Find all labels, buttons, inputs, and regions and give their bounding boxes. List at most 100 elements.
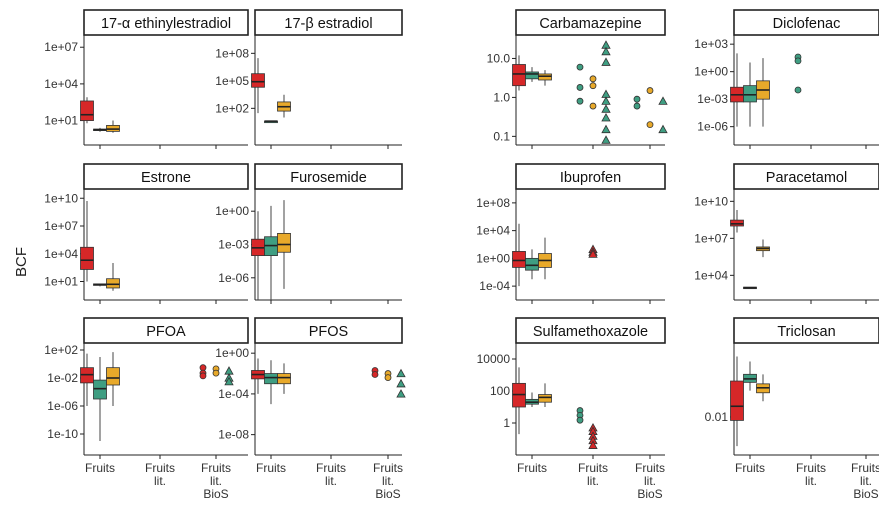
facet-strip xyxy=(83,9,249,36)
data-point-circle xyxy=(794,86,802,94)
data-point-triangle xyxy=(601,57,611,66)
data-point-circle xyxy=(589,102,597,110)
facet-title: Furosemide xyxy=(290,170,367,186)
box-body xyxy=(512,251,526,268)
data-point-triangle xyxy=(658,124,668,134)
data-point-circle xyxy=(576,84,584,91)
y-tick-label: 1e+00 xyxy=(215,346,249,360)
facet-title: Diclofenac xyxy=(773,16,841,32)
x-tick-label: Fruits xyxy=(145,461,175,475)
data-point-circle xyxy=(589,75,597,83)
facet-strip xyxy=(83,163,249,190)
x-tick-label: Fruits xyxy=(256,461,286,475)
box-body xyxy=(512,64,526,87)
data-point-triangle xyxy=(588,440,598,449)
x-tick-label: BioS xyxy=(853,487,878,501)
x-tick-label: BioS xyxy=(203,487,228,501)
y-tick-label: 1e+08 xyxy=(476,196,510,210)
data-point-circle xyxy=(646,87,654,94)
data-point-circle xyxy=(212,369,220,377)
data-point-triangle xyxy=(601,135,611,144)
y-tick-label: 1e-03 xyxy=(218,238,249,252)
y-tick-label: 1e+02 xyxy=(44,343,78,357)
y-tick-label: 1e+07 xyxy=(44,219,78,233)
x-tick-label: Fruits xyxy=(85,461,115,475)
y-tick-label: 1e+03 xyxy=(694,37,728,51)
y-tick-label: 1e+01 xyxy=(44,114,78,128)
y-tick-label: 10000 xyxy=(477,352,511,366)
y-tick-label: 1e-06 xyxy=(218,271,249,285)
y-tick-label: 1e+04 xyxy=(44,247,78,261)
x-tick-label: lit. xyxy=(860,474,872,488)
x-tick-label: Fruits xyxy=(517,461,547,475)
x-tick-label: lit. xyxy=(644,474,656,488)
data-point-circle xyxy=(633,95,641,103)
data-point-circle xyxy=(199,372,207,380)
y-tick-label: 1e+04 xyxy=(44,77,78,91)
facet-strip xyxy=(254,317,403,344)
y-tick-label: 1e+02 xyxy=(215,101,249,115)
x-tick-label: BioS xyxy=(637,487,662,501)
y-tick-label: 1e+05 xyxy=(215,74,249,88)
data-point-circle xyxy=(589,82,597,90)
data-point-triangle xyxy=(601,104,611,113)
box-body xyxy=(264,373,278,385)
facet-title: 17-α ethinylestradiol xyxy=(101,16,231,32)
data-point-triangle xyxy=(601,124,611,134)
box-body xyxy=(106,278,120,289)
y-tick-label: 1e+10 xyxy=(44,191,78,205)
data-point-triangle xyxy=(601,46,611,56)
x-tick-label: lit. xyxy=(382,474,394,488)
x-tick-label: Fruits xyxy=(316,461,346,475)
box-body xyxy=(106,367,120,386)
data-point-circle xyxy=(633,102,641,110)
x-tick-label: Fruits xyxy=(201,461,231,475)
y-tick-label: 1.0 xyxy=(493,90,510,104)
box-body xyxy=(93,379,107,400)
x-tick-label: Fruits xyxy=(735,461,765,475)
y-tick-label: 1e-03 xyxy=(697,92,728,106)
y-tick-label: 1e+01 xyxy=(44,275,78,289)
data-point-triangle xyxy=(588,249,598,258)
facet-title: 17-β estradiol xyxy=(284,16,372,32)
data-point-triangle xyxy=(396,378,406,388)
data-point-circle xyxy=(576,97,584,105)
box-body xyxy=(730,380,744,421)
facet-title: Estrone xyxy=(141,170,191,186)
box-body xyxy=(525,71,539,80)
y-tick-label: 1e-06 xyxy=(47,399,78,413)
y-axis-label: BCF xyxy=(13,247,30,277)
facet-title: Sulfamethoxazole xyxy=(533,324,648,340)
x-tick-label: Fruits xyxy=(851,461,879,475)
box-body xyxy=(251,73,265,88)
box-body xyxy=(277,232,291,253)
facet-strip xyxy=(83,317,249,344)
data-point-triangle xyxy=(396,368,406,378)
y-tick-label: 1e+00 xyxy=(476,251,510,265)
x-tick-label: lit. xyxy=(325,474,337,488)
y-tick-label: 1e-04 xyxy=(479,279,510,293)
facet-strip xyxy=(515,9,666,36)
box-body xyxy=(80,100,94,121)
data-point-circle xyxy=(384,374,392,381)
data-point-circle xyxy=(794,57,802,65)
facet-strip xyxy=(254,9,403,36)
data-point-circle xyxy=(371,371,379,378)
data-point-triangle xyxy=(224,376,234,386)
x-tick-label: lit. xyxy=(587,474,599,488)
y-tick-label: 1e-10 xyxy=(47,427,78,441)
facet-title: PFOS xyxy=(309,324,348,340)
y-tick-label: 1e-02 xyxy=(47,371,78,385)
x-tick-label: lit. xyxy=(154,474,166,488)
y-tick-label: 0.01 xyxy=(705,410,729,424)
y-tick-label: 100 xyxy=(490,384,510,398)
y-tick-label: 1e+00 xyxy=(215,204,249,218)
box-body xyxy=(277,373,291,385)
y-tick-label: 1e+07 xyxy=(44,40,78,54)
y-tick-label: 1e+07 xyxy=(694,231,728,245)
x-tick-label: lit. xyxy=(210,474,222,488)
data-point-triangle xyxy=(601,96,611,105)
y-tick-label: 1e+00 xyxy=(694,65,728,79)
